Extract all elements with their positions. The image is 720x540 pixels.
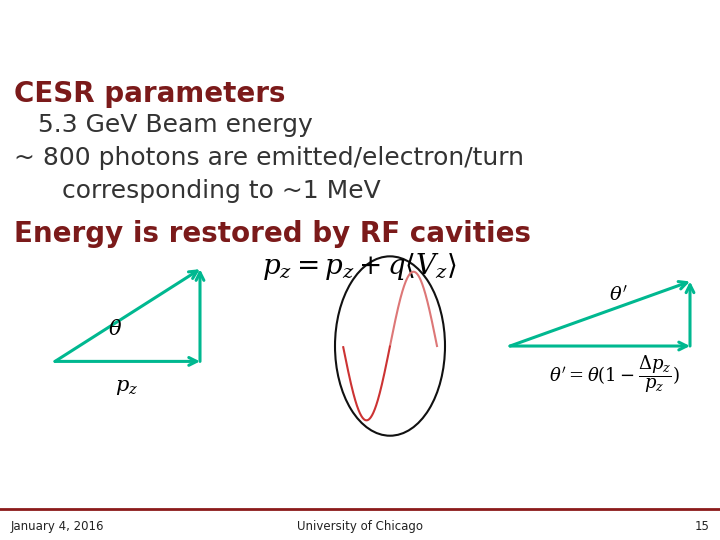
- Text: Education (CLASSE): Education (CLASSE): [65, 42, 134, 48]
- Text: CESR parameters: CESR parameters: [14, 79, 286, 107]
- Text: Accelerator-based Sciences and: Accelerator-based Sciences and: [65, 28, 176, 34]
- Text: 5.3 GeV Beam energy: 5.3 GeV Beam energy: [14, 113, 312, 137]
- Text: $\theta' = \theta(1 - \dfrac{\Delta p_z}{p_z})$: $\theta' = \theta(1 - \dfrac{\Delta p_z}…: [549, 353, 680, 395]
- Text: $\theta'$: $\theta'$: [608, 285, 627, 305]
- Text: $\theta$: $\theta$: [108, 319, 122, 339]
- Text: Cornell Laboratory for: Cornell Laboratory for: [65, 15, 141, 21]
- Text: Radiation damping: Radiation damping: [436, 17, 698, 45]
- Text: $p_z = p_z + q\langle V_z\rangle$: $p_z = p_z + q\langle V_z\rangle$: [263, 251, 457, 282]
- Text: 15: 15: [694, 520, 709, 533]
- Text: $p_z$: $p_z$: [115, 377, 138, 397]
- Text: University of Chicago: University of Chicago: [297, 520, 423, 533]
- Text: ~ 800 photons are emitted/electron/turn: ~ 800 photons are emitted/electron/turn: [14, 146, 524, 170]
- Text: corresponding to ~1 MeV: corresponding to ~1 MeV: [14, 179, 381, 203]
- Text: Energy is restored by RF cavities: Energy is restored by RF cavities: [14, 220, 531, 248]
- Text: January 4, 2016: January 4, 2016: [11, 520, 104, 533]
